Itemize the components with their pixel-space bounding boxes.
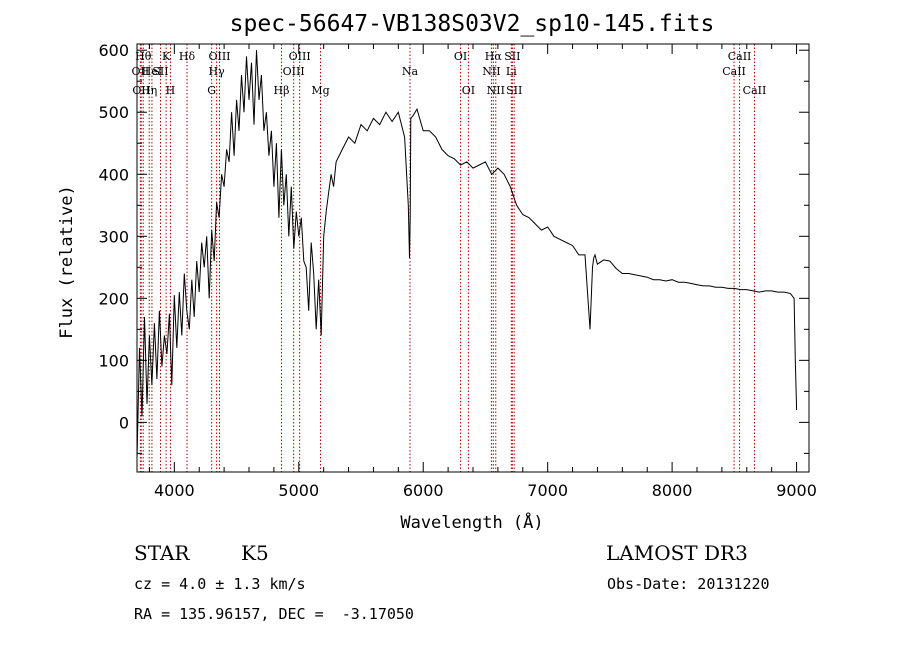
y-tick-label: 0 xyxy=(119,413,129,432)
spectral-line-label: OIII xyxy=(208,50,230,63)
plot-frame xyxy=(136,43,810,473)
object-subclass: K5 xyxy=(241,541,269,565)
x-axis-label: Wavelength (Å) xyxy=(400,511,543,533)
y-tick-label: 200 xyxy=(98,289,129,308)
x-tick-label: 5000 xyxy=(278,481,319,500)
spectral-line-label: Hγ xyxy=(209,65,226,78)
y-tick-label: 600 xyxy=(98,41,129,60)
x-tick-label: 7000 xyxy=(527,481,568,500)
spectral-line-label: HeI xyxy=(142,65,162,78)
spectral-line-label: OIII xyxy=(283,65,305,78)
spectral-line-label: CaII xyxy=(743,84,767,97)
spectral-line-labels: OIIOIIHθHηHeISIIKHHδGHγOIIIHβOIIIOIIIMgN… xyxy=(132,50,767,97)
y-tick-label: 400 xyxy=(98,165,129,184)
spectral-line-label: SII xyxy=(504,50,520,63)
spectral-line-label: Hη xyxy=(141,84,157,97)
spectral-line-label: OII xyxy=(132,65,150,78)
y-axis-ticks: 0 100 200 300 400 500 600 xyxy=(98,41,809,454)
spectral-line-label: K xyxy=(162,50,171,63)
x-axis-ticks: 4000 5000 6000 7000 8000 9000 xyxy=(148,44,817,500)
cz-value: cz = 4.0 ± 1.3 km/s xyxy=(134,575,306,593)
y-tick-label: 500 xyxy=(98,103,129,122)
x-tick-label: 9000 xyxy=(776,481,817,500)
spectral-line-label: Hβ xyxy=(274,84,290,97)
x-tick-label: 8000 xyxy=(652,481,693,500)
spectral-line-label: SII xyxy=(152,65,168,78)
spectral-line-label: NII xyxy=(482,65,500,78)
spectral-line-label: Li xyxy=(506,65,517,78)
spectral-line-label: CaII xyxy=(728,50,752,63)
spectral-line-label: SII xyxy=(506,84,522,97)
spectral-line-label: CaII xyxy=(722,65,746,78)
spectral-line-label: NII xyxy=(487,84,505,97)
chart-title: spec-56647-VB138S03V2_sp10-145.fits xyxy=(230,11,715,37)
ra-dec-coordinates: RA = 135.96157, DEC = -3.17050 xyxy=(134,605,414,623)
spectral-line-label: OI xyxy=(462,84,475,97)
spectral-line-label: Hα xyxy=(485,50,503,63)
y-tick-label: 100 xyxy=(98,351,129,370)
spectral-line-label: Hθ xyxy=(135,50,152,63)
obs-date: Obs-Date: 20131220 xyxy=(607,575,770,593)
spectral-line-markers xyxy=(139,44,755,472)
spectral-line-label: H xyxy=(166,84,176,97)
survey-name: LAMOST DR3 xyxy=(606,541,748,565)
spectrum-line xyxy=(136,50,798,460)
spectral-line-label: Na xyxy=(402,65,419,78)
spectral-line-label: G xyxy=(207,84,216,97)
spectral-line-label: Hδ xyxy=(179,50,196,63)
x-tick-label: 6000 xyxy=(403,481,444,500)
spectral-line-label: OIII xyxy=(289,50,311,63)
y-axis-label: Flux (relative) xyxy=(57,185,77,339)
spectral-line-label: OI xyxy=(454,50,467,63)
x-tick-label: 4000 xyxy=(154,481,195,500)
y-tick-label: 300 xyxy=(98,227,129,246)
spectral-line-label: Mg xyxy=(311,84,329,97)
object-class: STAR xyxy=(134,541,190,565)
